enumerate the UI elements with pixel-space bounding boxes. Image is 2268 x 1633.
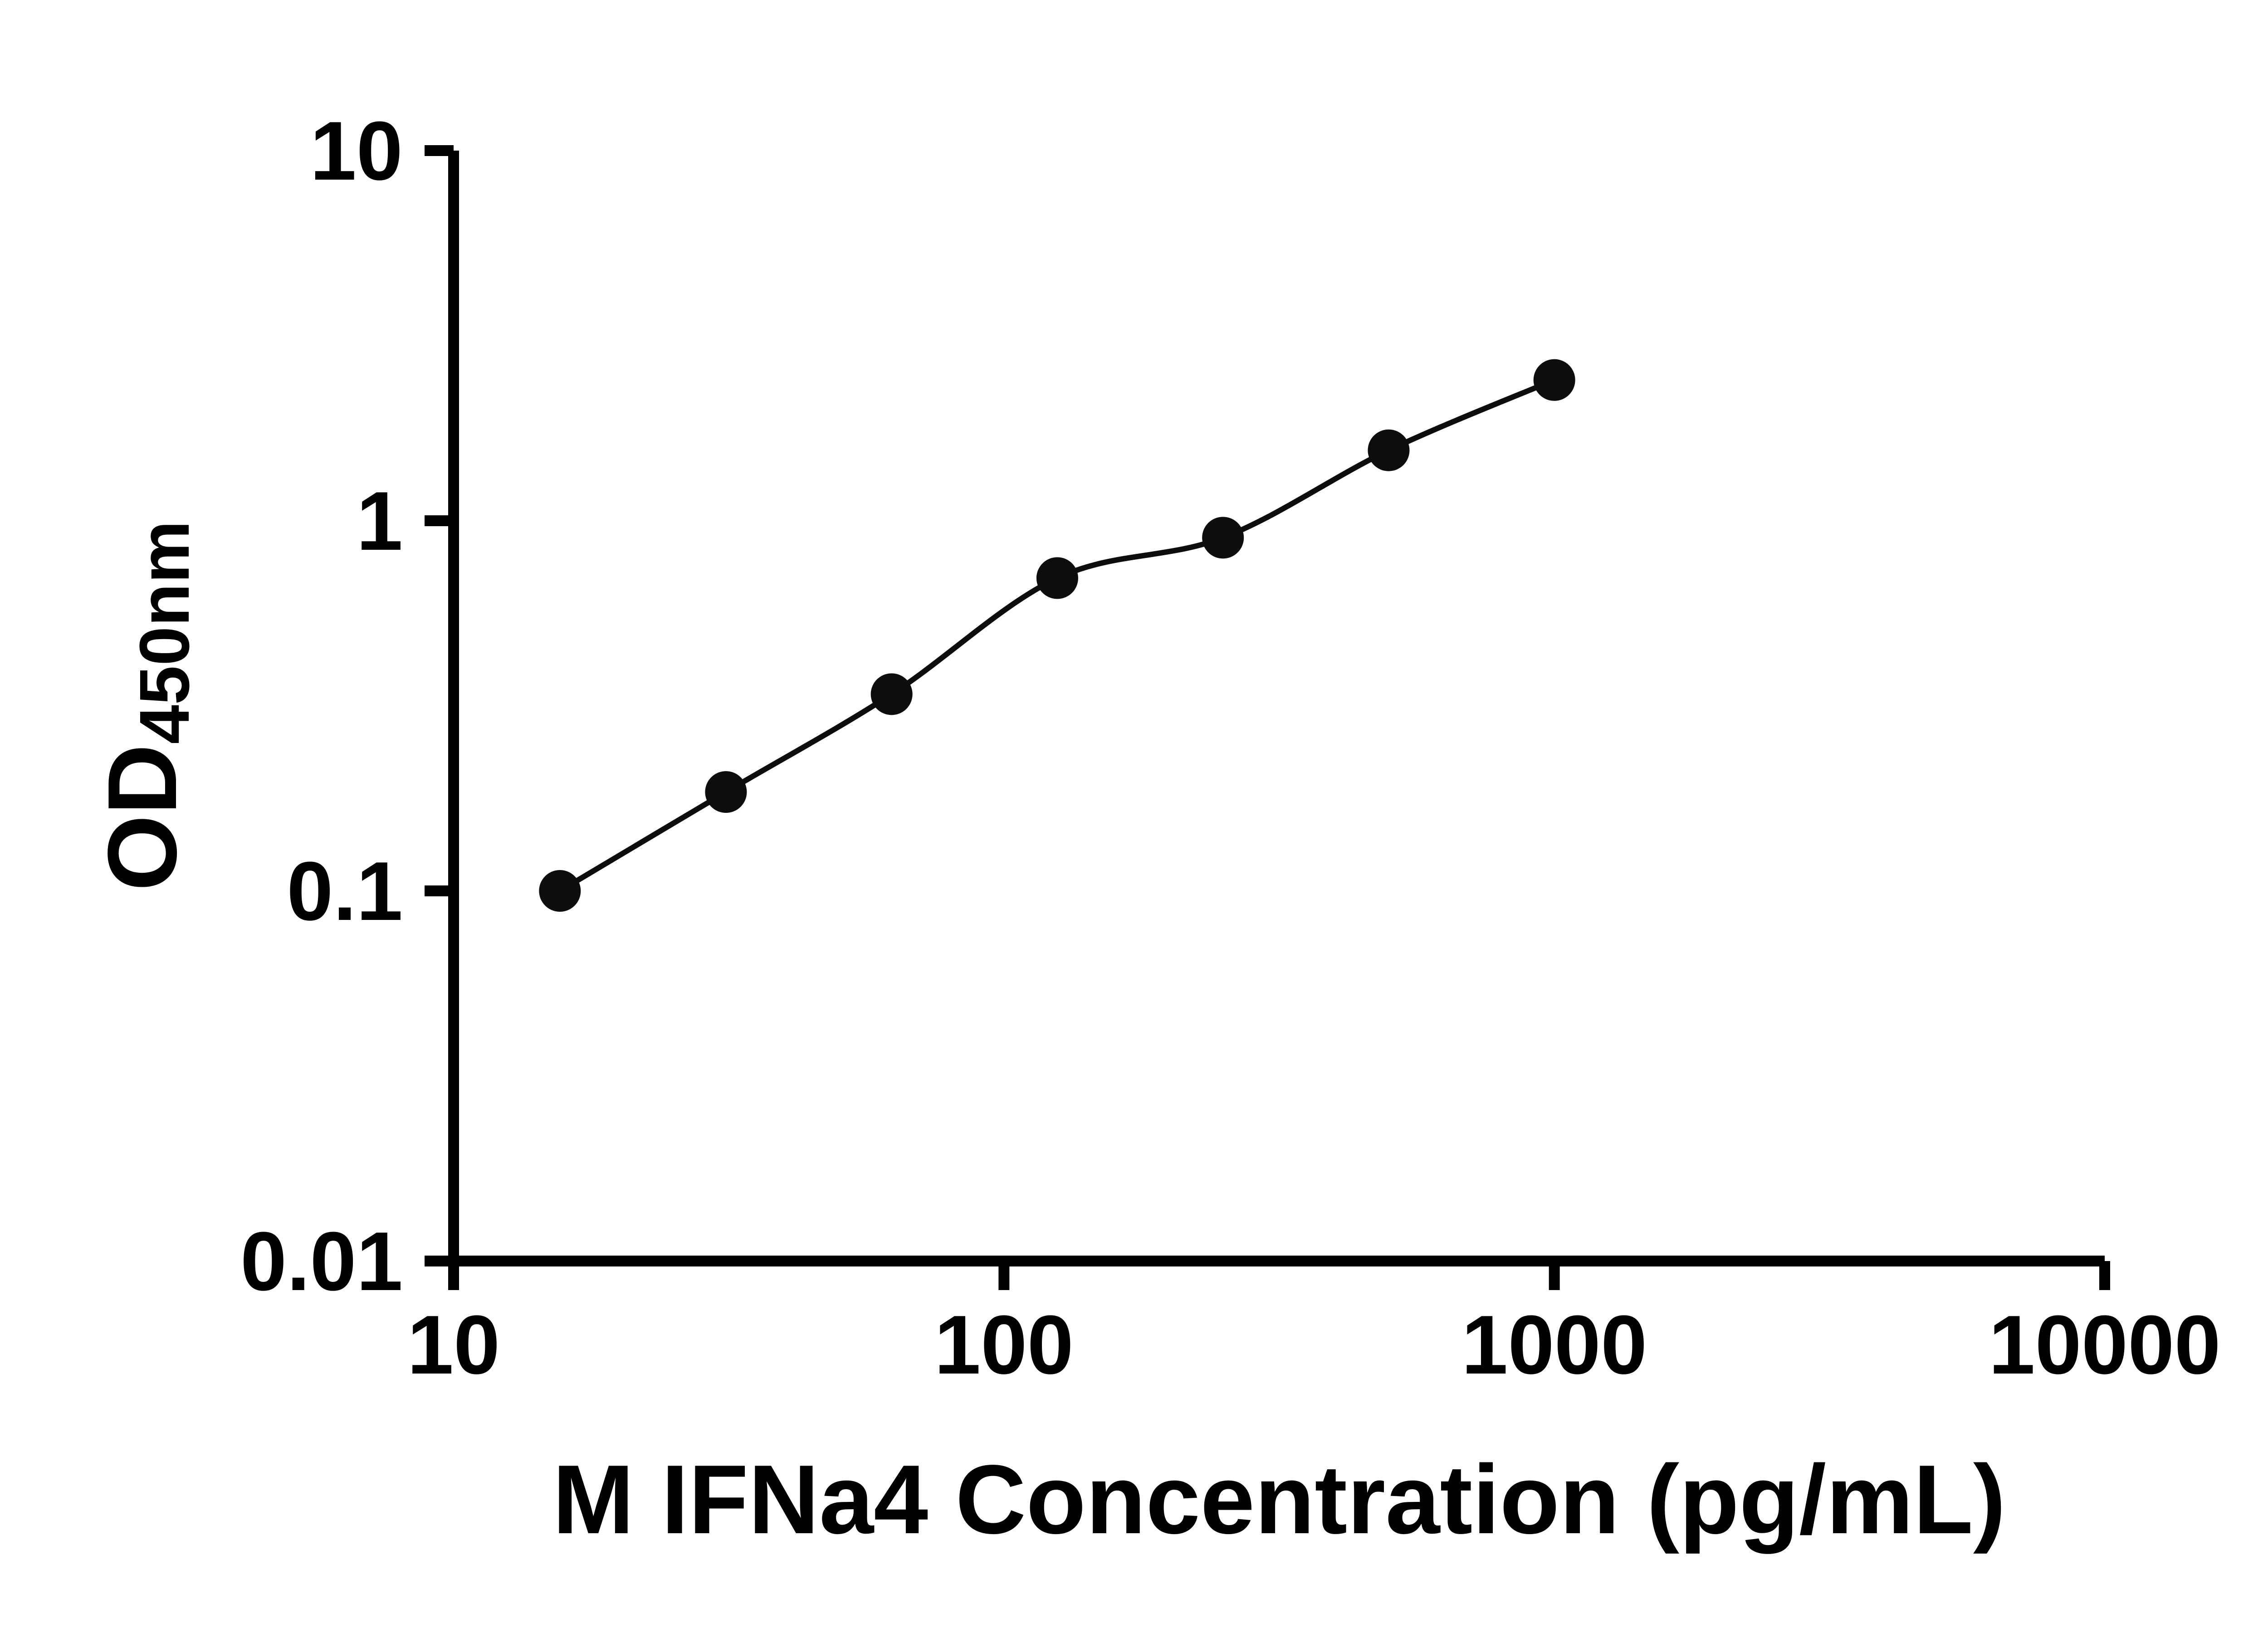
data-point (705, 771, 747, 813)
data-point (1036, 557, 1078, 599)
axes-frame (448, 151, 2105, 1266)
data-point (539, 870, 581, 912)
y-axis-title-subscript: 450nm (127, 520, 205, 744)
x-axis-tick-label: 1000 (1461, 1298, 1647, 1391)
data-point (870, 673, 913, 715)
y-axis-title: OD450nm (89, 521, 205, 891)
y-axis-tick-label: 0.1 (287, 844, 403, 938)
y-axis-tick-label: 10 (310, 104, 403, 197)
x-axis-tick-label: 100 (934, 1298, 1074, 1391)
y-axis-tick-label: 0.01 (240, 1214, 403, 1308)
x-axis-tick-label: 10000 (1989, 1298, 2221, 1391)
data-point (1533, 359, 1575, 401)
x-axis-title: M IFNa4 Concentration (pg/mL) (552, 1446, 2006, 1555)
x-axis-tick-label: 10 (407, 1298, 500, 1391)
y-axis-title-base: OD (89, 744, 198, 891)
y-axis-tick-label: 1 (357, 474, 403, 567)
data-point (1202, 517, 1244, 559)
data-point (1368, 429, 1410, 471)
